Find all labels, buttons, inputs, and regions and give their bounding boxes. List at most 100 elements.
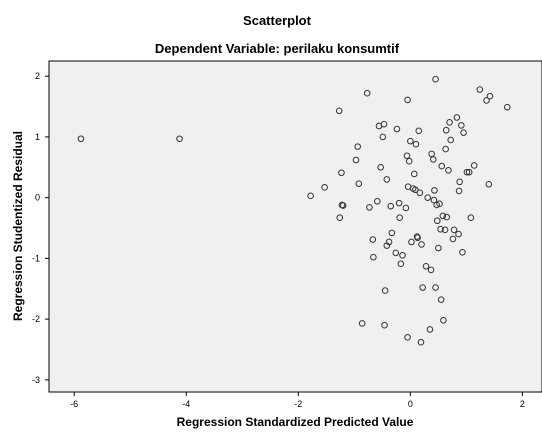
data-point [447, 136, 454, 144]
data-point [393, 125, 401, 133]
chart-title: Scatterplot [243, 13, 312, 28]
data-point [443, 213, 451, 221]
data-point [176, 135, 183, 143]
data-point [416, 189, 424, 197]
data-point [465, 168, 473, 176]
data-point [407, 137, 414, 145]
data-point [336, 214, 344, 221]
data-point [432, 284, 439, 291]
data-point [458, 122, 465, 129]
data-point [404, 334, 411, 341]
data-point [450, 226, 458, 234]
data-point [377, 163, 384, 171]
data-point [370, 253, 377, 261]
data-point [379, 133, 387, 141]
data-point [412, 186, 419, 194]
y-tick-label: 1 [35, 132, 40, 142]
data-point [486, 92, 494, 100]
data-point [363, 89, 371, 97]
data-points [77, 75, 511, 346]
data-point [366, 204, 373, 211]
data-point [373, 197, 381, 205]
data-point [432, 75, 439, 83]
data-point [470, 162, 478, 169]
data-point [408, 238, 415, 246]
chart-subtitle: Dependent Variable: perilaku konsumtif [155, 41, 400, 56]
data-point [414, 234, 421, 242]
data-point [439, 212, 447, 220]
data-point [339, 202, 347, 209]
data-point [442, 126, 450, 134]
data-point [483, 97, 490, 104]
data-point [476, 86, 484, 93]
data-point [77, 135, 85, 143]
data-point [410, 170, 418, 178]
y-tick-label: 2 [35, 71, 40, 81]
data-point [388, 229, 396, 237]
data-point [433, 217, 441, 225]
data-point [422, 262, 430, 270]
x-tick-label: -4 [182, 399, 190, 409]
data-point [431, 187, 438, 194]
data-point [381, 321, 388, 329]
data-point [456, 178, 463, 186]
data-point [396, 214, 404, 221]
data-point [352, 156, 360, 164]
data-point [387, 202, 395, 210]
data-point [355, 180, 363, 187]
data-point [485, 180, 493, 188]
data-point [467, 214, 475, 221]
data-point [358, 320, 366, 327]
data-point [442, 145, 449, 153]
data-point [453, 114, 461, 121]
data-point [446, 119, 453, 126]
data-point [424, 194, 432, 201]
data-point [455, 230, 462, 238]
data-point [415, 127, 423, 135]
data-point [430, 196, 438, 204]
data-point [418, 241, 425, 248]
data-point [381, 287, 389, 294]
data-point [426, 326, 434, 333]
data-point [412, 140, 420, 148]
data-point [437, 296, 445, 303]
data-point [383, 176, 391, 183]
data-point [455, 187, 463, 195]
y-tick-label: -1 [32, 253, 40, 263]
data-point [441, 226, 449, 234]
data-point [436, 200, 443, 208]
data-point [335, 107, 343, 115]
data-point [338, 169, 345, 177]
data-point [503, 103, 511, 111]
data-point [395, 199, 403, 207]
data-point [460, 129, 467, 136]
plot-area [48, 60, 542, 393]
data-point [385, 238, 393, 246]
data-point [405, 157, 413, 165]
data-point [380, 120, 388, 128]
data-point [403, 152, 411, 160]
data-point [440, 317, 447, 324]
data-point [402, 204, 410, 212]
x-tick-label: 2 [520, 399, 525, 409]
data-point [399, 252, 406, 259]
data-point [397, 260, 405, 268]
x-tick-label: 0 [408, 399, 413, 409]
x-tick-label: -2 [294, 399, 302, 409]
data-point [307, 192, 314, 200]
data-point [417, 338, 425, 346]
y-axis-label: Regression Studentized Residual [11, 131, 25, 321]
x-tick-label: -6 [70, 399, 78, 409]
y-tick-label: -3 [32, 375, 40, 385]
data-point [392, 249, 400, 257]
data-point [459, 249, 466, 256]
data-point [449, 235, 457, 243]
x-axis-label: Regression Standardized Predicted Value [177, 415, 414, 429]
y-tick-label: -2 [32, 314, 40, 324]
data-point [427, 266, 435, 274]
data-point [438, 162, 446, 170]
data-point [463, 168, 471, 176]
data-point [437, 225, 444, 233]
data-point [354, 143, 361, 150]
